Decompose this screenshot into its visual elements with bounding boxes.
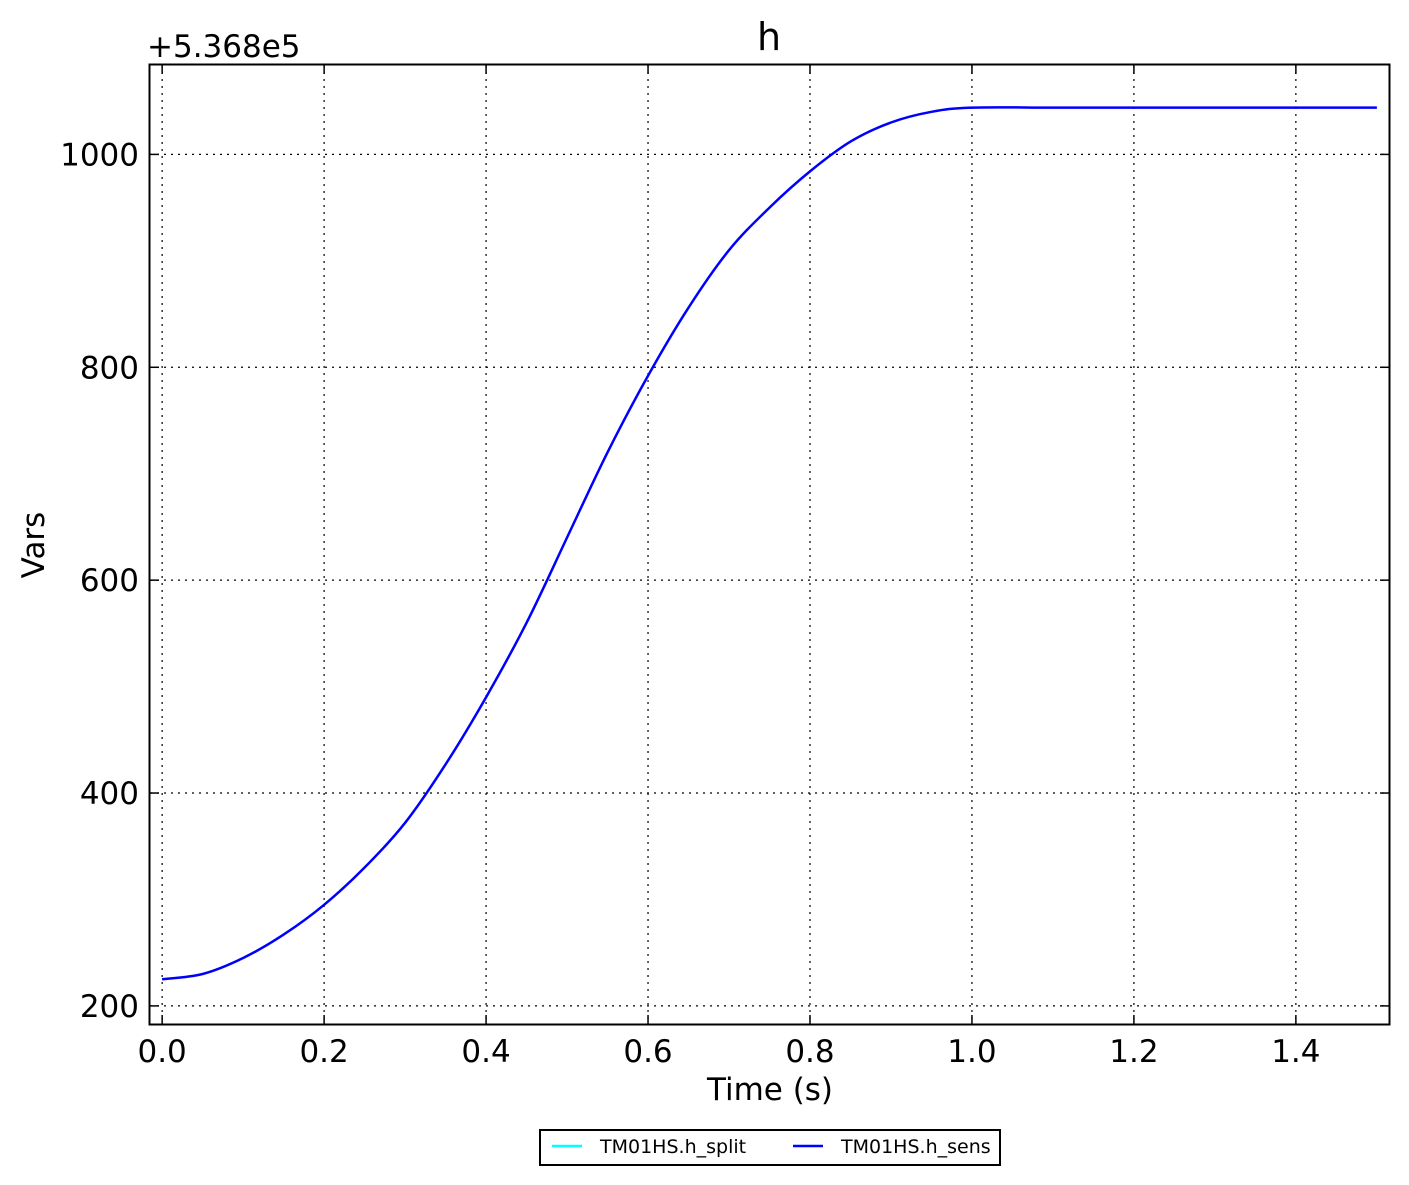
series-lines (161, 106, 1377, 981)
offset-label: +5.368e5 (147, 29, 301, 65)
x-tick-label: 1.4 (1271, 1034, 1320, 1070)
x-tick-label: 1.0 (947, 1034, 996, 1070)
grid (150, 65, 1389, 1024)
y-tick-label: 600 (80, 563, 139, 599)
ticks: 0.0 0.2 0.4 0.6 0.8 1.0 1.2 1.4 200 400 600 800 1000 (60, 65, 1389, 1070)
x-tick-label: 0.2 (299, 1034, 348, 1070)
legend-box (539, 1129, 1001, 1166)
x-tick-label: 0.4 (461, 1034, 510, 1070)
y-tick-label: 200 (80, 989, 139, 1025)
x-tick-label: 1.2 (1109, 1034, 1158, 1070)
series-line-1 (161, 106, 1377, 981)
x-tick-label: 0.8 (785, 1034, 834, 1070)
y-axis-label: Vars (16, 512, 52, 579)
y-tick-label: 1000 (60, 137, 139, 173)
legend-label-h-split: TM01HS.h_split (599, 1136, 746, 1158)
axes-frame (148, 63, 1391, 1026)
legend-label-h-sens: TM01HS.h_sens (840, 1136, 991, 1158)
legend: TM01HS.h_split TM01HS.h_sens (539, 1129, 1001, 1166)
y-tick-label: 400 (80, 776, 139, 812)
x-tick-label: 0.0 (137, 1034, 186, 1070)
x-tick-label: 0.6 (623, 1034, 672, 1070)
y-tick-label: 800 (80, 350, 139, 386)
chart-title: h (757, 15, 781, 59)
x-axis-label: Time (s) (706, 1072, 833, 1108)
